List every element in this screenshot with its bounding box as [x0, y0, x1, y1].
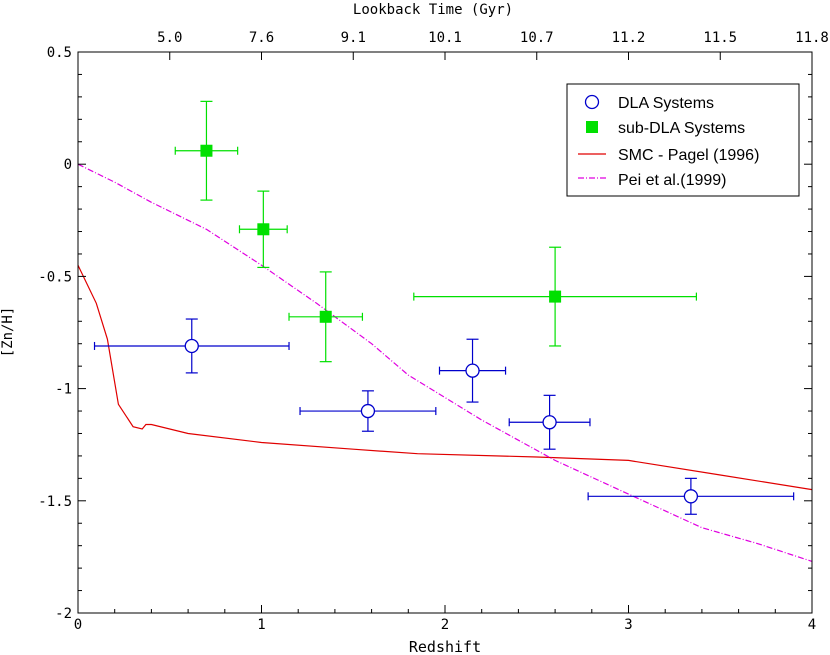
top-tick-label: 11.8 [795, 30, 829, 46]
legend-smc-label: SMC - Pagel (1996) [618, 147, 759, 164]
dla-point [465, 363, 480, 378]
y-tick-label: 0.5 [47, 45, 72, 61]
legend-dla-marker [584, 94, 600, 110]
y-tick-label: -2 [55, 606, 72, 622]
dla-point [542, 415, 557, 430]
dla-point [184, 338, 199, 354]
top-tick-label: 10.7 [520, 30, 554, 46]
subdla-point [257, 223, 270, 236]
y-tick-label: -0.5 [38, 269, 72, 285]
y-tick-label: -1 [55, 382, 72, 398]
subdla-point [200, 144, 213, 157]
top-tick-label: 11.2 [612, 30, 646, 46]
legend-pei-label: Pei et al.(1999) [618, 172, 727, 189]
x-axis-title: Redshift [409, 638, 481, 655]
legend: DLA Systems sub-DLA Systems SMC - Pagel … [566, 83, 800, 197]
top-tick-label: 5.0 [157, 30, 182, 46]
subdla-point [549, 290, 562, 303]
x-tick-label: 3 [624, 617, 632, 633]
legend-subdla-marker [586, 121, 598, 133]
legend-subdla-label: sub-DLA Systems [618, 120, 745, 137]
x-tick-label: 4 [808, 617, 816, 633]
y-axis-title: [Zn/H] [0, 307, 16, 358]
legend-dla-label: DLA Systems [618, 95, 714, 112]
y-tick-label: 0 [64, 157, 72, 173]
top-axis-title: Lookback Time (Gyr) [353, 2, 513, 18]
dla-point [360, 403, 376, 419]
subdla-point [319, 310, 332, 323]
top-tick-label: 7.6 [249, 30, 274, 46]
x-tick-label: 0 [74, 617, 82, 633]
ticks-layer: 0 1 2 3 4 0.5 0 -0.5 -1 -1.5 -2 5.0 7.6 9.1 10.1 10.7 11… [38, 30, 829, 633]
y-tick-label: -1.5 [38, 494, 72, 510]
x-tick-label: 2 [441, 617, 449, 633]
marks-layer [93, 100, 795, 515]
series-layer [77, 163, 813, 562]
top-tick-label: 10.1 [428, 30, 462, 46]
top-tick-label: 11.5 [703, 30, 737, 46]
dla-point [683, 489, 699, 504]
legend-box [566, 83, 800, 197]
smc-model-line [77, 264, 813, 491]
top-tick-label: 9.1 [341, 30, 366, 46]
pei-model-line [77, 163, 813, 562]
x-tick-label: 1 [257, 617, 265, 633]
